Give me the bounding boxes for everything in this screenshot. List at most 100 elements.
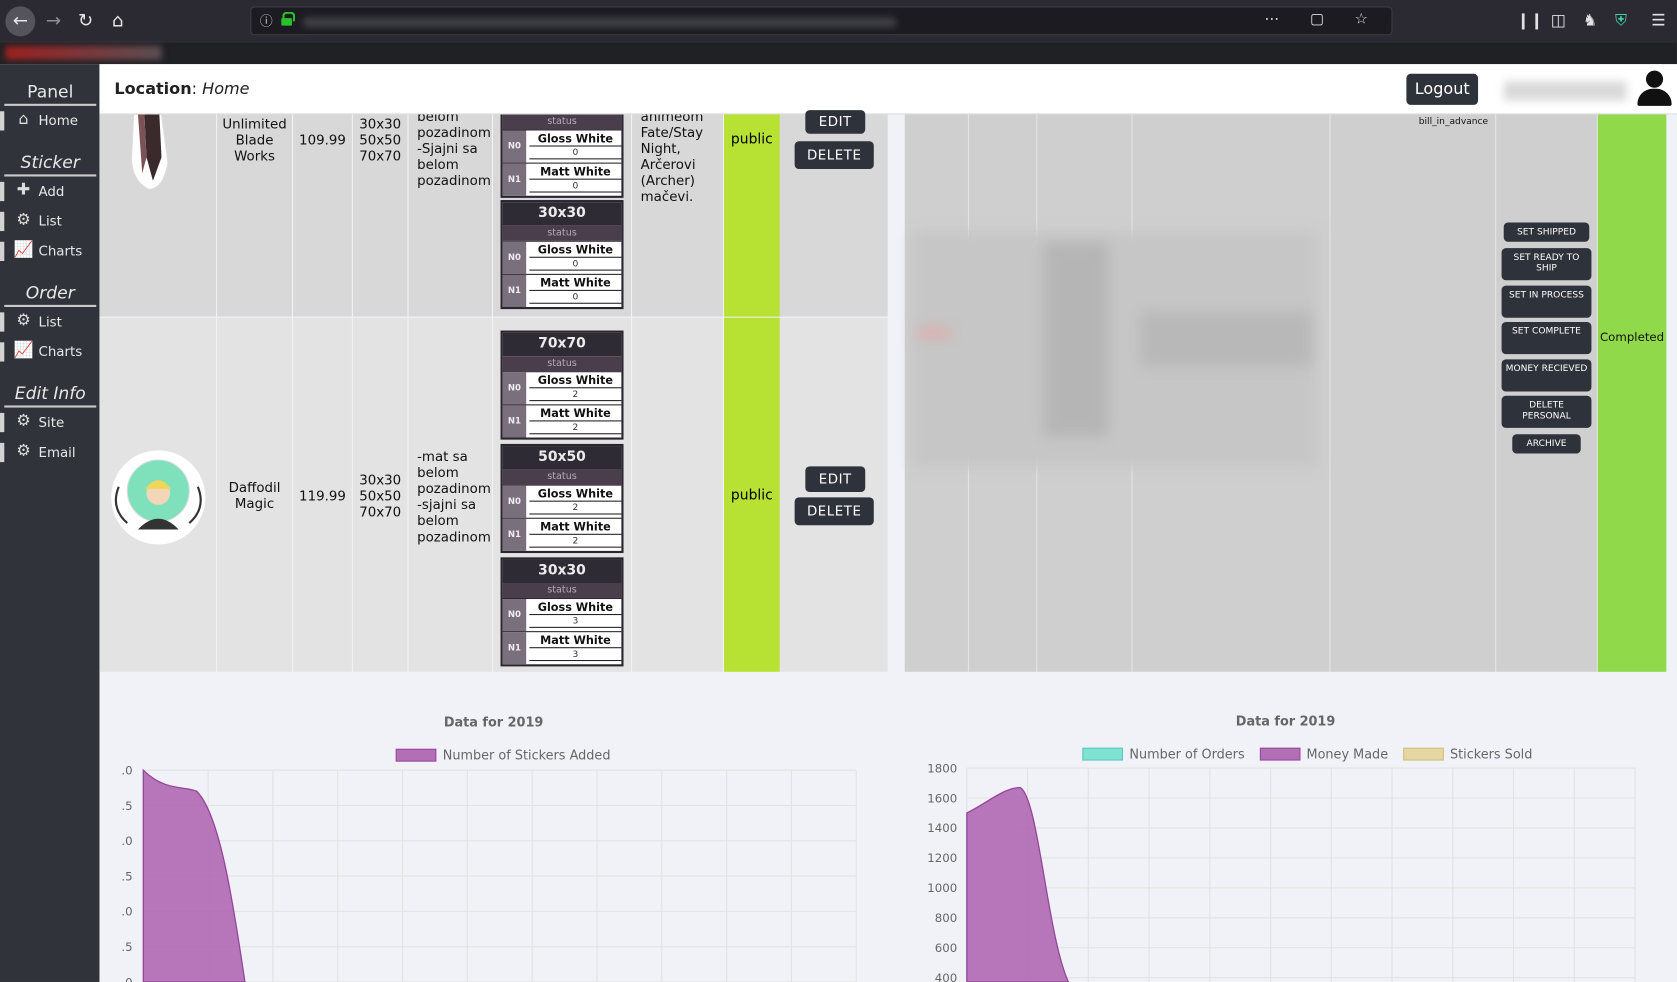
sidebar-item-edit-site[interactable]: ⚙ Site bbox=[0, 411, 99, 435]
sidebar-item-home[interactable]: ⌂ Home bbox=[0, 109, 99, 133]
sticker-description-cell: belom pozadinom -Sjajni sa belom pozadin… bbox=[409, 114, 494, 317]
order-table: bill_in_advance SET SHIPPED SET READY TO… bbox=[904, 114, 1667, 672]
sidebar-icon[interactable]: ◫ bbox=[1550, 10, 1566, 30]
sticker-name-cell: Daffodil Magic bbox=[217, 317, 294, 672]
variant-size: 30x30 bbox=[502, 559, 622, 583]
shield-icon[interactable]: ⛨ bbox=[1614, 10, 1627, 30]
visibility-cell: public bbox=[724, 114, 780, 317]
sidebar-item-sticker-charts[interactable]: 📈 Charts bbox=[0, 240, 99, 264]
archive-button[interactable]: ARCHIVE bbox=[1512, 434, 1581, 454]
sidebar-item-order-charts[interactable]: 📈 Charts bbox=[0, 340, 99, 364]
description-line: belom bbox=[417, 114, 459, 125]
legend-swatch bbox=[1259, 747, 1301, 761]
y-tick-label: .5 bbox=[121, 940, 132, 954]
y-tick-label: 800 bbox=[935, 911, 957, 925]
sticker-sizes-cell: 30x30 50x50 70x70 bbox=[353, 114, 409, 317]
logout-button[interactable]: Logout bbox=[1406, 73, 1479, 105]
tag-line: Night, bbox=[640, 140, 681, 157]
sidebar-item-edit-email[interactable]: ⚙ Email bbox=[0, 441, 99, 465]
plus-icon: ✚ bbox=[16, 179, 31, 199]
extension-icon[interactable]: ♞ bbox=[1582, 10, 1598, 30]
variant-tag: N1 bbox=[502, 405, 527, 438]
home-icon[interactable]: ⌂ bbox=[111, 10, 124, 33]
variant-tag: N0 bbox=[502, 130, 527, 163]
money-received-button[interactable]: MONEY RECIEVED bbox=[1501, 359, 1592, 392]
variant-tag: N0 bbox=[502, 485, 527, 518]
set-shipped-button[interactable]: SET SHIPPED bbox=[1503, 222, 1590, 242]
y-tick-label: .0 bbox=[121, 834, 132, 848]
tag-line: (Archer) bbox=[640, 172, 695, 189]
library-icon[interactable]: ❙❙ bbox=[1516, 10, 1544, 30]
sticker-description-cell: -mat sa belom pozadinom -sjajni sa belom… bbox=[409, 317, 494, 672]
location-label: Location bbox=[114, 79, 192, 99]
variant-tag: N1 bbox=[502, 518, 527, 551]
edit-button[interactable]: EDIT bbox=[805, 466, 866, 493]
sticker-size: 70x70 bbox=[359, 147, 402, 164]
blurred-order-details bbox=[917, 328, 950, 337]
sidebar-title-order: Order bbox=[4, 282, 97, 308]
reload-icon[interactable]: ↻ bbox=[77, 10, 94, 33]
description-line: -sjajni sa bbox=[417, 496, 477, 513]
y-tick-label: 400 bbox=[935, 971, 957, 982]
menu-icon[interactable]: ☰ bbox=[1651, 10, 1666, 30]
sticker-price-cell: 109.99 bbox=[293, 114, 353, 317]
delete-button[interactable]: DELETE bbox=[794, 497, 874, 526]
variant-count: 0 bbox=[529, 181, 622, 193]
variant-tag: N1 bbox=[502, 163, 527, 196]
description-line: -Sjajni sa bbox=[417, 140, 478, 157]
legend-label: Number of Orders bbox=[1129, 746, 1245, 762]
home-icon: ⌂ bbox=[18, 109, 29, 129]
sticker-name-line: Unlimited bbox=[222, 115, 287, 132]
chart-legend[interactable]: Number of Orders Money Made Stickers Sol… bbox=[1082, 747, 1543, 762]
order-column bbox=[1133, 114, 1331, 672]
variant-name: Matt White bbox=[529, 166, 622, 180]
sidebar-item-order-list[interactable]: ⚙ List bbox=[0, 310, 99, 334]
set-in-process-button[interactable]: SET IN PROCESS bbox=[1501, 285, 1592, 318]
order-column bbox=[1496, 114, 1598, 672]
variant-name: Gloss White bbox=[529, 244, 622, 258]
back-icon[interactable]: ← bbox=[5, 6, 36, 37]
sidebar-item-sticker-list[interactable]: ⚙ List bbox=[0, 210, 99, 234]
address-bar-actions[interactable]: ⋯ ▢ ☆ bbox=[1264, 10, 1381, 28]
visibility-cell: public bbox=[724, 317, 780, 672]
sticker-name-line: Daffodil bbox=[228, 479, 281, 496]
description-line: pozadinom bbox=[417, 480, 491, 497]
variant-name: Gloss White bbox=[529, 601, 622, 616]
y-tick-label: .0 bbox=[121, 905, 132, 919]
sidebar-item-sticker-add[interactable]: ✚ Add bbox=[0, 180, 99, 204]
sticker-name-line: Magic bbox=[234, 495, 275, 512]
info-icon[interactable]: ⓘ bbox=[259, 13, 273, 29]
variant-count: 0 bbox=[529, 259, 622, 271]
forward-icon[interactable]: → bbox=[45, 10, 62, 33]
sticker-size: 50x50 bbox=[359, 131, 402, 148]
table-row: Daffodil Magic 119.99 30x30 50x50 70x70 … bbox=[99, 317, 888, 672]
sticker-image-cell bbox=[99, 113, 218, 317]
variant-tag: N0 bbox=[502, 599, 527, 632]
variant-box: 30x30 status N0 Gloss White 3 N1 Matt White… bbox=[500, 557, 624, 667]
description-line: belom bbox=[417, 156, 459, 173]
address-bar[interactable]: ⓘ ⋯ ▢ ☆ bbox=[250, 6, 1393, 36]
set-ready-to-ship-button[interactable]: SET READY TO SHIP bbox=[1501, 248, 1592, 281]
edit-button[interactable]: EDIT bbox=[805, 110, 866, 134]
chart-legend[interactable]: Number of Stickers Added bbox=[395, 748, 610, 763]
description-line: pozadinom bbox=[417, 172, 491, 189]
lock-icon[interactable] bbox=[281, 11, 296, 26]
set-complete-button[interactable]: SET COMPLETE bbox=[1501, 321, 1592, 355]
variant-name: Gloss White bbox=[529, 488, 622, 502]
user-icon[interactable] bbox=[1636, 70, 1672, 107]
bookmark-blurred bbox=[5, 45, 162, 60]
variant-name: Matt White bbox=[529, 277, 622, 291]
blurred-order-details bbox=[1140, 312, 1312, 366]
sidebar-item-label: List bbox=[38, 212, 62, 229]
variant-count: 0 bbox=[529, 292, 622, 304]
y-tick-label: .5 bbox=[121, 799, 132, 813]
legend-label: Money Made bbox=[1306, 746, 1389, 762]
page-header: Location: Home Logout bbox=[99, 64, 1677, 115]
delete-personal-button[interactable]: DELETE PERSONAL bbox=[1501, 395, 1592, 428]
delete-button[interactable]: DELETE bbox=[794, 141, 874, 170]
billing-type: bill_in_advance bbox=[1418, 116, 1489, 128]
sticker-price: 119.99 bbox=[299, 487, 346, 504]
variant-size: 30x30 bbox=[502, 202, 622, 226]
description-line: pozadinom bbox=[417, 124, 491, 141]
